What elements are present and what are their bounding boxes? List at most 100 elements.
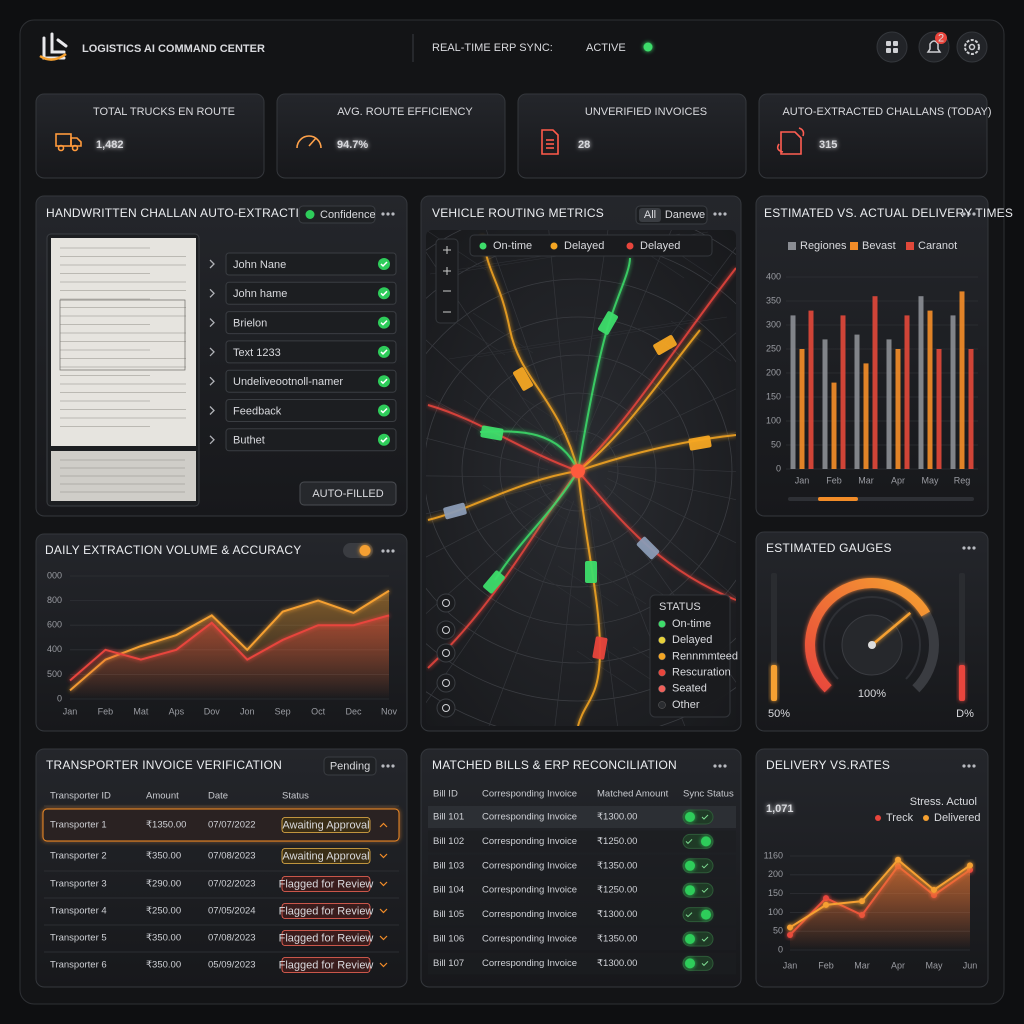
status-dot bbox=[658, 685, 666, 693]
x-tick-label: May bbox=[925, 960, 943, 970]
truck[interactable] bbox=[480, 425, 504, 441]
cell: Transporter 2 bbox=[50, 851, 107, 862]
status-dot bbox=[643, 42, 653, 52]
y-tick-label: 200 bbox=[766, 367, 781, 377]
status-pill bbox=[281, 817, 371, 833]
icon bbox=[541, 129, 559, 155]
status-pill bbox=[281, 957, 371, 973]
pending-label: Pending bbox=[330, 760, 370, 772]
tab-active[interactable] bbox=[639, 208, 661, 222]
status-label: Awaiting Approval bbox=[282, 819, 369, 831]
y-tick-label: 100 bbox=[766, 415, 781, 425]
settings-button[interactable] bbox=[956, 31, 988, 63]
street bbox=[471, 500, 575, 726]
field-box[interactable] bbox=[225, 340, 397, 364]
truck[interactable] bbox=[512, 366, 533, 391]
cell: ₹250.00 bbox=[146, 906, 181, 917]
cell: Bill 107 bbox=[433, 958, 464, 969]
more-dot bbox=[718, 764, 722, 768]
street bbox=[448, 318, 700, 360]
panel bbox=[755, 748, 989, 988]
point bbox=[859, 898, 865, 905]
truck[interactable] bbox=[482, 570, 505, 595]
row-bg bbox=[428, 806, 736, 828]
row-chevron[interactable] bbox=[379, 822, 388, 828]
check-mark bbox=[380, 261, 388, 268]
map-tool[interactable] bbox=[436, 593, 456, 613]
y-tick-label: 1160 bbox=[764, 850, 783, 860]
bar bbox=[831, 382, 837, 469]
field-value: Feedback bbox=[233, 405, 282, 417]
row-chevron[interactable] bbox=[379, 935, 388, 941]
route bbox=[577, 329, 701, 472]
more-dot bbox=[713, 212, 717, 216]
truck[interactable] bbox=[597, 310, 618, 335]
document-page bbox=[51, 238, 196, 446]
map-tool[interactable] bbox=[436, 698, 456, 718]
apps-button[interactable] bbox=[876, 31, 908, 63]
map-tool[interactable] bbox=[436, 620, 456, 640]
bar bbox=[895, 349, 901, 469]
row-chevron[interactable] bbox=[379, 908, 388, 914]
row-bg bbox=[428, 952, 736, 975]
area-fill bbox=[790, 859, 970, 950]
kpi-icon bbox=[296, 135, 322, 149]
icon bbox=[926, 40, 942, 53]
row-chevron[interactable] bbox=[379, 853, 388, 859]
truck[interactable] bbox=[585, 561, 597, 583]
more-dot bbox=[381, 764, 385, 768]
more-dot bbox=[967, 764, 971, 768]
x-tick-label: Dec bbox=[346, 706, 363, 716]
row-chevron[interactable] bbox=[379, 962, 388, 968]
chart-title: DELIVERY VS.RATES bbox=[766, 758, 890, 772]
more-dot bbox=[713, 764, 717, 768]
field-box[interactable] bbox=[225, 428, 397, 452]
truck[interactable] bbox=[636, 536, 660, 560]
field-box[interactable] bbox=[225, 252, 397, 276]
toggle-knob bbox=[701, 836, 711, 847]
map-tool-icon bbox=[442, 679, 450, 687]
cell: ₹1300.00 bbox=[597, 958, 637, 969]
legend-label: Delayed bbox=[640, 240, 680, 252]
check-mark bbox=[380, 437, 388, 443]
cell: Bill 101 bbox=[433, 812, 464, 823]
y-tick-label: 0 bbox=[776, 463, 781, 473]
truck[interactable] bbox=[592, 636, 608, 660]
field-box[interactable] bbox=[225, 399, 397, 422]
x-tick-label: Jan bbox=[783, 960, 798, 970]
map-tool[interactable] bbox=[436, 673, 456, 693]
field-box[interactable] bbox=[225, 311, 397, 335]
cell: 07/07/2022 bbox=[208, 820, 256, 831]
scrollbar[interactable] bbox=[788, 497, 974, 501]
bar bbox=[968, 349, 974, 469]
badge-count: 2 bbox=[938, 32, 944, 44]
cell: Transporter 1 bbox=[50, 820, 107, 831]
truck[interactable] bbox=[443, 502, 467, 520]
cell: 05/09/2023 bbox=[208, 960, 256, 971]
column-header: Date bbox=[208, 791, 228, 802]
scrollbar-thumb[interactable] bbox=[818, 497, 858, 501]
chart-title: ESTIMATED VS. ACTUAL DELIVERY TIMES bbox=[764, 206, 1013, 220]
column-header: Matched Amount bbox=[597, 789, 669, 800]
street bbox=[607, 470, 736, 535]
icon bbox=[893, 48, 898, 53]
auto-filled-button[interactable] bbox=[299, 481, 397, 506]
y-tick-label: 350 bbox=[766, 295, 781, 305]
annotation: Stress. Actuol bbox=[910, 796, 977, 808]
truck[interactable] bbox=[688, 435, 712, 451]
status-label: Other bbox=[672, 699, 700, 711]
row-chevron[interactable] bbox=[379, 881, 388, 887]
x-tick-label: Aps bbox=[169, 706, 185, 716]
field-box[interactable] bbox=[225, 281, 397, 305]
toggle-check bbox=[685, 912, 693, 918]
icon bbox=[886, 41, 891, 46]
field-box[interactable] bbox=[225, 369, 397, 393]
legend-label: Treck bbox=[886, 812, 914, 824]
tab[interactable]: Danewe bbox=[665, 209, 705, 221]
gauge-inner bbox=[823, 596, 921, 680]
street bbox=[426, 258, 553, 457]
y-tick-label: 0 bbox=[778, 944, 783, 954]
map-tool[interactable] bbox=[436, 643, 456, 663]
truck[interactable] bbox=[652, 334, 677, 355]
chevron bbox=[209, 288, 215, 298]
